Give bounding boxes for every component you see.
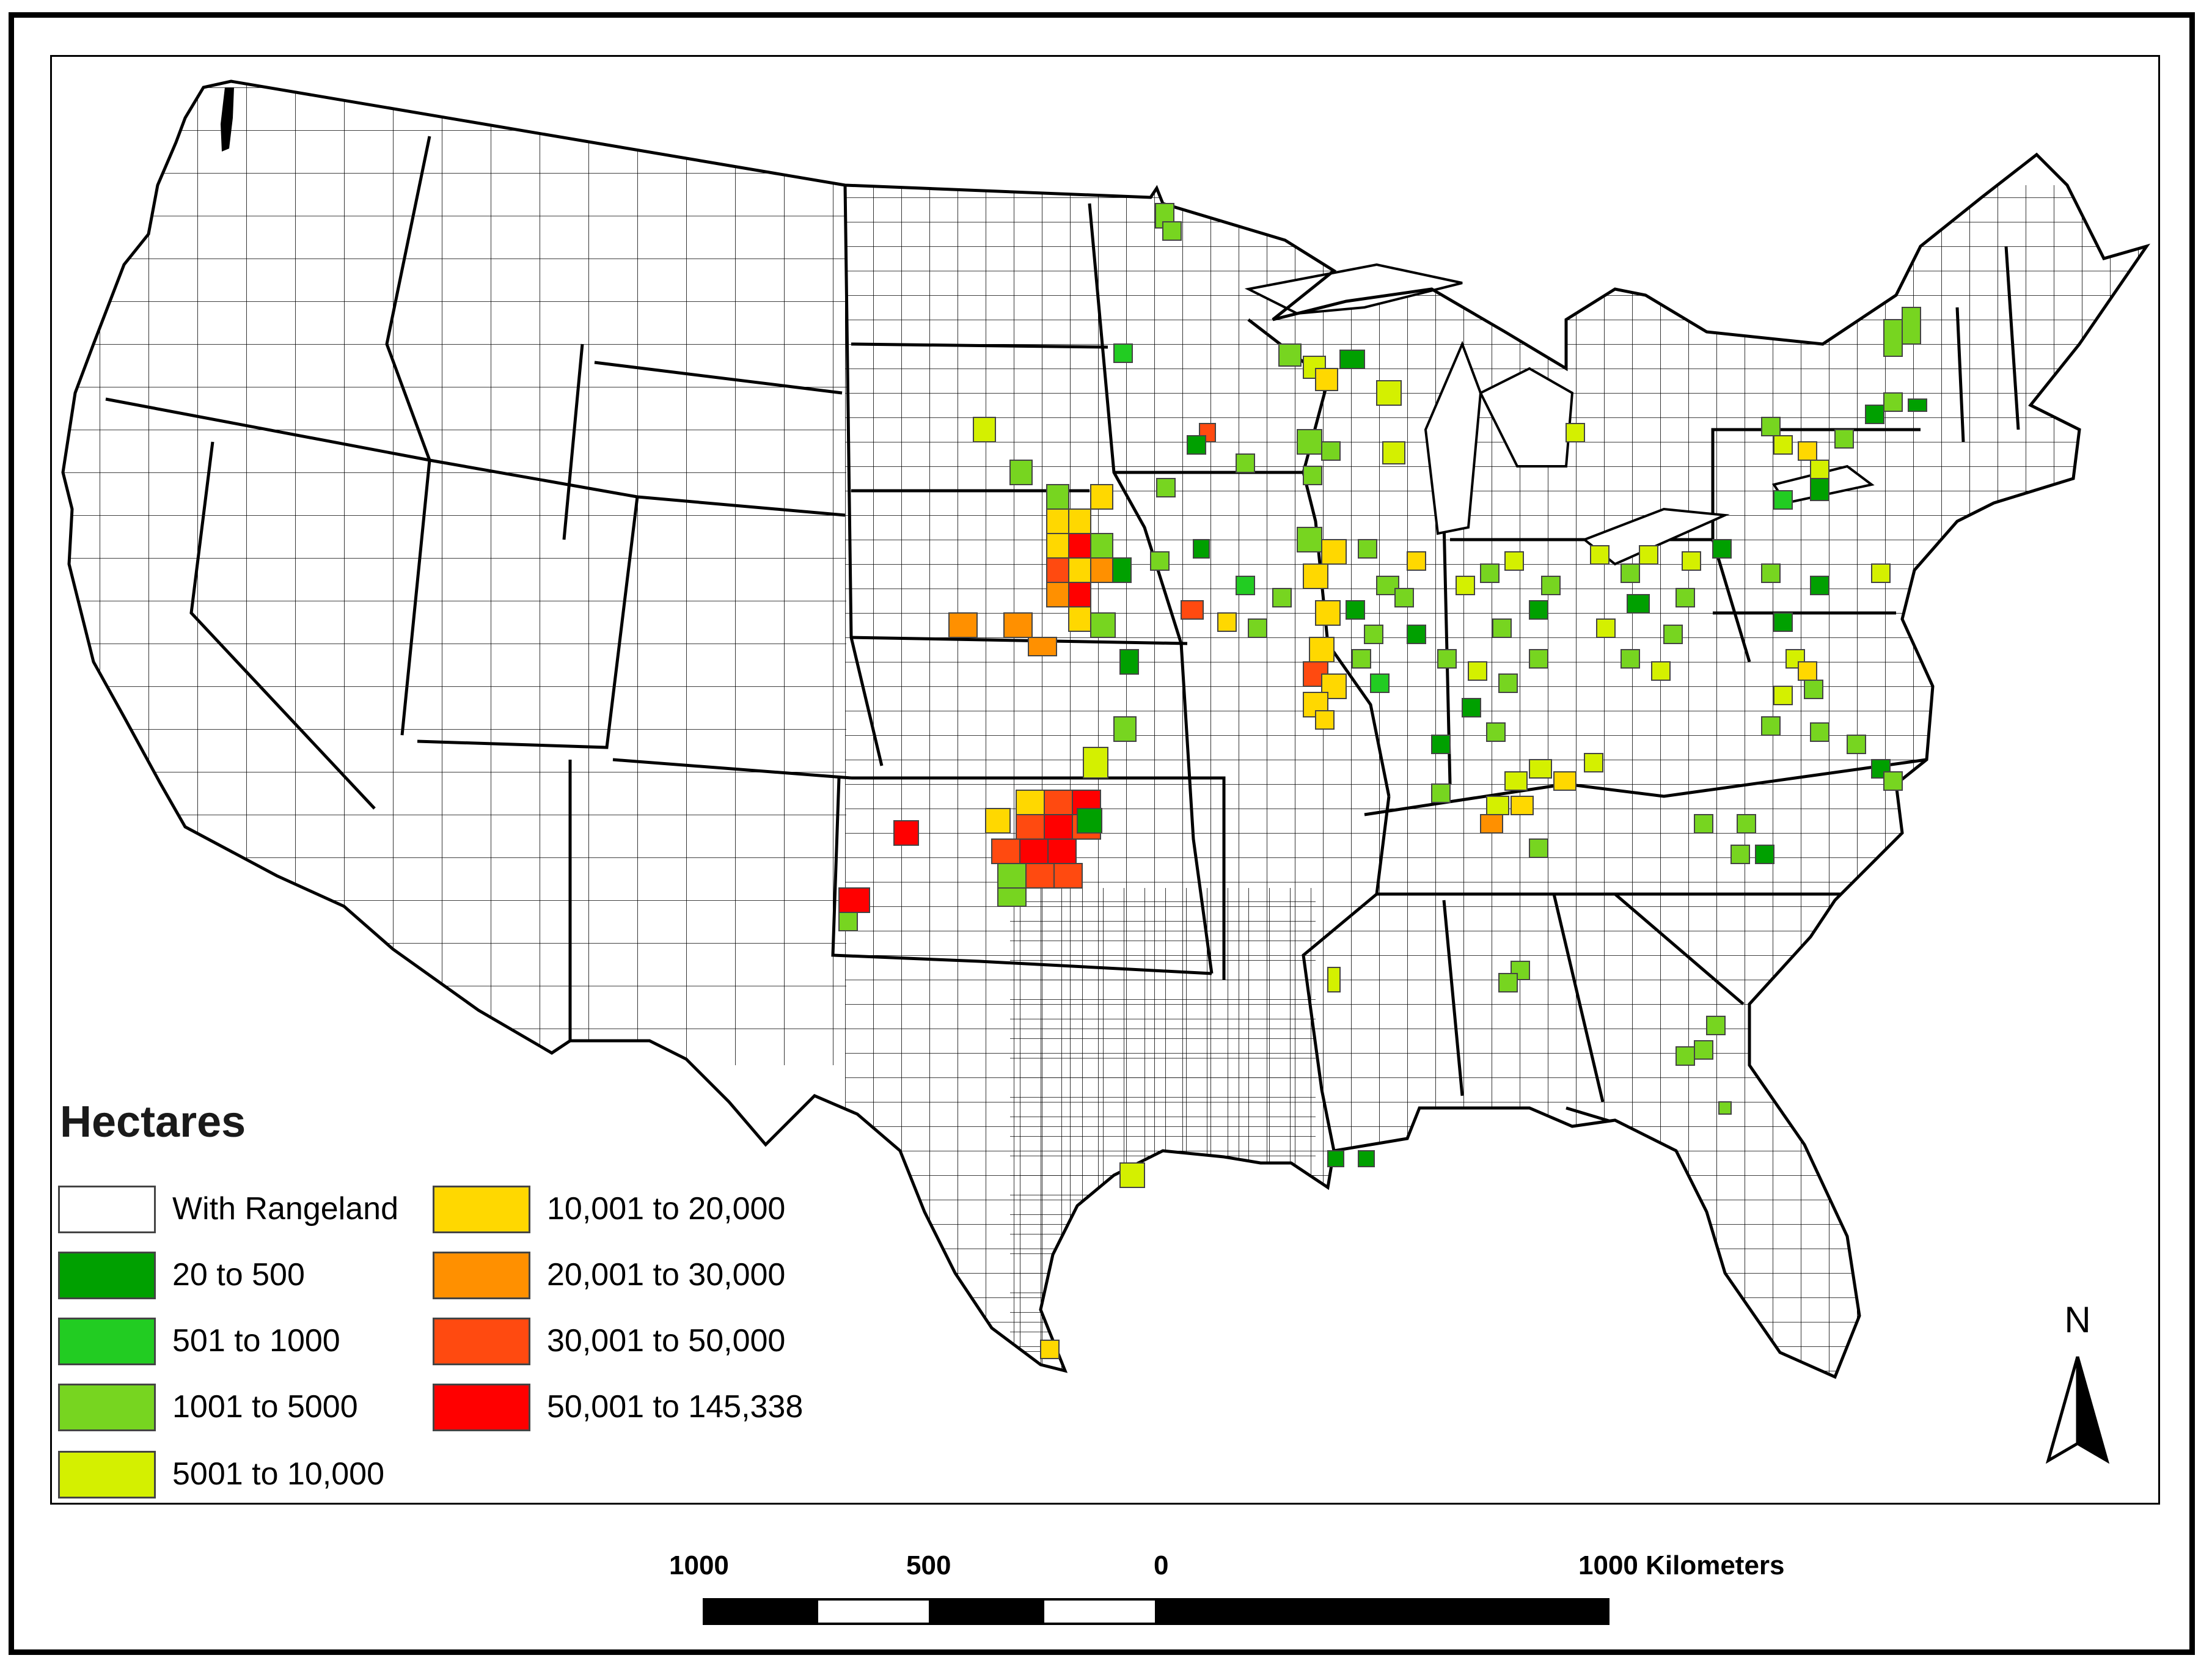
rangeland-counties [838,203,1927,1359]
legend-label: With Rangeland [172,1191,398,1227]
legend-swatch [58,1318,156,1365]
legend-label: 1001 to 5000 [172,1389,358,1425]
scale-bar: 1000 500 0 1000 Kilometers [611,1552,1833,1638]
scale-label-1000-km: 1000 Kilometers [1578,1550,1785,1580]
legend: Hectares With Rangeland 20 to 500 501 to… [58,1098,852,1498]
north-letter: N [2064,1299,2091,1340]
scale-label-1000-left: 1000 [669,1550,729,1580]
legend-swatch [58,1252,156,1299]
legend-swatch [58,1186,156,1233]
scale-bar-graphic [703,1598,1610,1625]
legend-label: 5001 to 10,000 [172,1456,384,1492]
scale-label-500: 500 [906,1550,951,1580]
legend-label: 20,001 to 30,000 [547,1257,786,1293]
great-lakes [1244,263,1875,566]
legend-label: 20 to 500 [172,1257,305,1293]
legend-swatch [433,1252,530,1299]
legend-title: Hectares [60,1098,246,1146]
north-arrow: N [2035,1302,2120,1473]
map-frame [50,55,2160,1505]
legend-label: 30,001 to 50,000 [547,1323,786,1359]
us-county-map [52,57,2158,1503]
legend-swatch [433,1384,530,1431]
state-boundaries [105,136,2020,1151]
legend-label: 10,001 to 20,000 [547,1191,786,1227]
legend-label: 50,001 to 145,338 [547,1389,804,1425]
puget-sound [221,87,234,152]
legend-swatch [433,1318,530,1365]
legend-swatch [433,1186,530,1233]
north-arrow-icon [2045,1356,2110,1464]
figure-frame [9,12,2195,1655]
legend-swatch [58,1384,156,1431]
legend-swatch [58,1451,156,1498]
legend-label: 501 to 1000 [172,1323,340,1359]
scale-label-0: 0 [1154,1550,1169,1580]
